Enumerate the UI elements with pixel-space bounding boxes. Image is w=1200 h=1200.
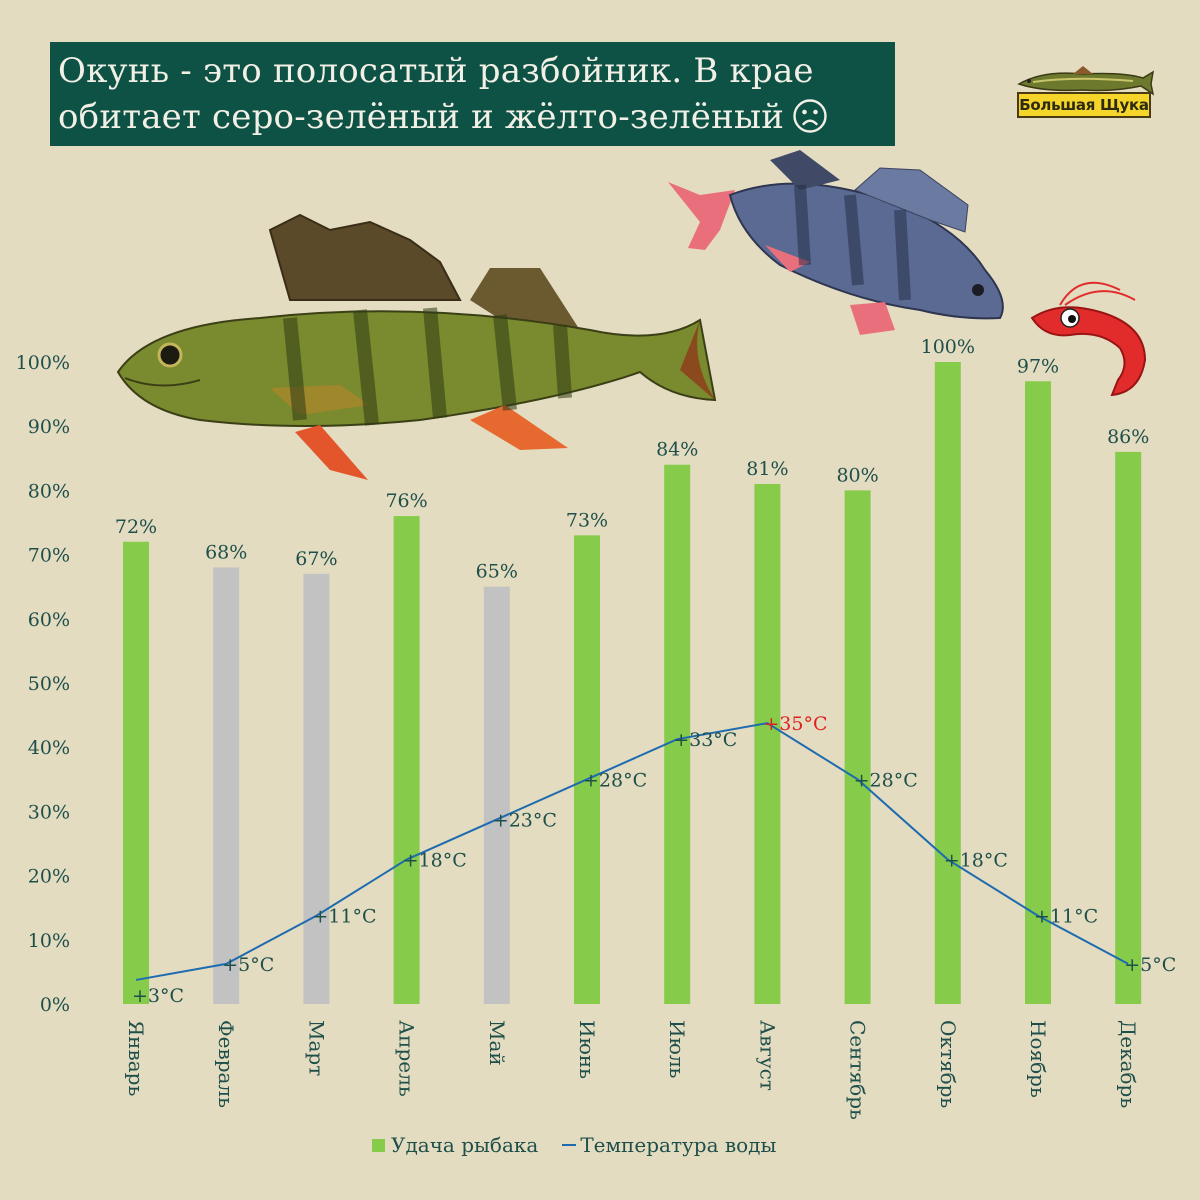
shrimp-icon (1030, 281, 1147, 397)
bar-value-label: 86% (1107, 426, 1149, 448)
legend-swatch-luck (372, 1138, 385, 1152)
temperature-label: +28°C (854, 769, 918, 791)
y-tick-label: 50% (28, 673, 70, 695)
bar-Февраль (213, 567, 240, 1004)
title-banner: Окунь - это полосатый разбойник. В крае … (50, 42, 895, 146)
temperature-label: +23°C (493, 809, 557, 831)
bar-Октябрь (934, 362, 961, 1004)
bar-value-label: 76% (385, 490, 427, 512)
gray-green-perch-illustration (668, 150, 1004, 335)
bar-Март (303, 573, 330, 1004)
logo-text: Большая Щука (1017, 92, 1151, 118)
x-tick-label: Октябрь (936, 1020, 960, 1108)
bar-value-label: 97% (1017, 355, 1059, 377)
decor-layer (116, 150, 1147, 480)
bar-Май (483, 586, 510, 1004)
temperature-label: +35°C (763, 713, 827, 735)
y-tick-label: 60% (28, 609, 70, 631)
bar-value-label: 80% (836, 464, 878, 486)
title-line-2: обитает серо-зелёный и жёлто-зелёный (58, 94, 881, 140)
x-tick-label: Июль (665, 1020, 689, 1079)
bar-Август (754, 483, 781, 1005)
y-tick-label: 0% (40, 994, 70, 1016)
x-tick-label: Март (304, 1020, 328, 1076)
x-tick-label: Февраль (214, 1020, 238, 1108)
legend: Удача рыбака Температура воды (372, 1132, 776, 1158)
sad-face-icon (793, 99, 827, 133)
x-tick-label: Январь (124, 1020, 148, 1096)
temperature-label: +5°C (1124, 954, 1176, 976)
x-tick-label: Сентябрь (846, 1020, 870, 1120)
legend-swatch-temperature (562, 1144, 577, 1146)
y-tick-label: 70% (28, 545, 70, 567)
bar-value-label: 65% (476, 561, 518, 583)
temperature-line (135, 722, 1129, 981)
bar-value-label: 100% (921, 336, 975, 358)
y-tick-label: 30% (28, 801, 70, 823)
legend-label-luck: Удача рыбака (391, 1133, 539, 1157)
y-tick-label: 40% (28, 737, 70, 759)
title-line-1: Окунь - это полосатый разбойник. В крае (58, 51, 814, 91)
y-tick-label: 90% (28, 416, 70, 438)
x-tick-label: Август (755, 1020, 779, 1091)
yellow-green-perch-illustration (116, 213, 717, 480)
x-axis: Январь Февраль Март Апрель Май Июнь Июль Август… (124, 1020, 1140, 1120)
bar-Декабрь (1115, 451, 1142, 1004)
bar-Январь (123, 541, 149, 1004)
temperature-label: +18°C (944, 850, 1008, 872)
y-axis: 0% 10% 20% 30% 40% 50% 60% 70% 80% 90% 100% (16, 352, 70, 1016)
temperature-label: +18°C (403, 850, 467, 872)
x-tick-label: Май (485, 1020, 509, 1066)
bar-value-label: 84% (656, 439, 698, 461)
bar-Сентябрь (844, 490, 871, 1004)
temperature-line-group: +3°C +5°C +11°C +18°C +23°C +28°C +33°C +35°C +2… (132, 713, 1176, 1007)
x-tick-label: Декабрь (1116, 1020, 1140, 1108)
temperature-label: +33°C (673, 729, 737, 751)
y-tick-label: 80% (28, 480, 70, 502)
pike-logo-icon (1017, 66, 1155, 96)
bar-Апрель (393, 516, 420, 1004)
temperature-label: +11°C (312, 906, 376, 928)
legend-label-temperature: Температура воды (580, 1133, 777, 1157)
temperature-label: +11°C (1034, 906, 1098, 928)
bar-value-label: 72% (115, 516, 157, 538)
y-tick-label: 20% (28, 866, 70, 888)
bar-value-label: 73% (566, 509, 608, 531)
bar-Ноябрь (1025, 381, 1051, 1004)
temperature-label: +3°C (132, 985, 184, 1007)
temperature-label: +28°C (583, 769, 647, 791)
bar-labels-group: 72% 68% 67% 76% 65% 73% 84% 81% 80% 100% 97% 86% (115, 336, 1149, 583)
temperature-label: +5°C (222, 954, 274, 976)
bar-Июнь (574, 535, 600, 1004)
bar-Июль (664, 464, 691, 1005)
bar-value-label: 67% (295, 548, 337, 570)
y-tick-label: 10% (28, 930, 70, 952)
bar-value-label: 81% (746, 458, 788, 480)
x-tick-label: Июнь (575, 1020, 599, 1079)
x-tick-label: Апрель (395, 1020, 419, 1097)
bolshaya-shchuka-logo: Большая Щука (1013, 62, 1155, 122)
bar-value-label: 68% (205, 541, 247, 563)
x-tick-label: Ноябрь (1026, 1020, 1050, 1098)
y-tick-label: 100% (16, 352, 70, 374)
bars-group (123, 362, 1142, 1005)
